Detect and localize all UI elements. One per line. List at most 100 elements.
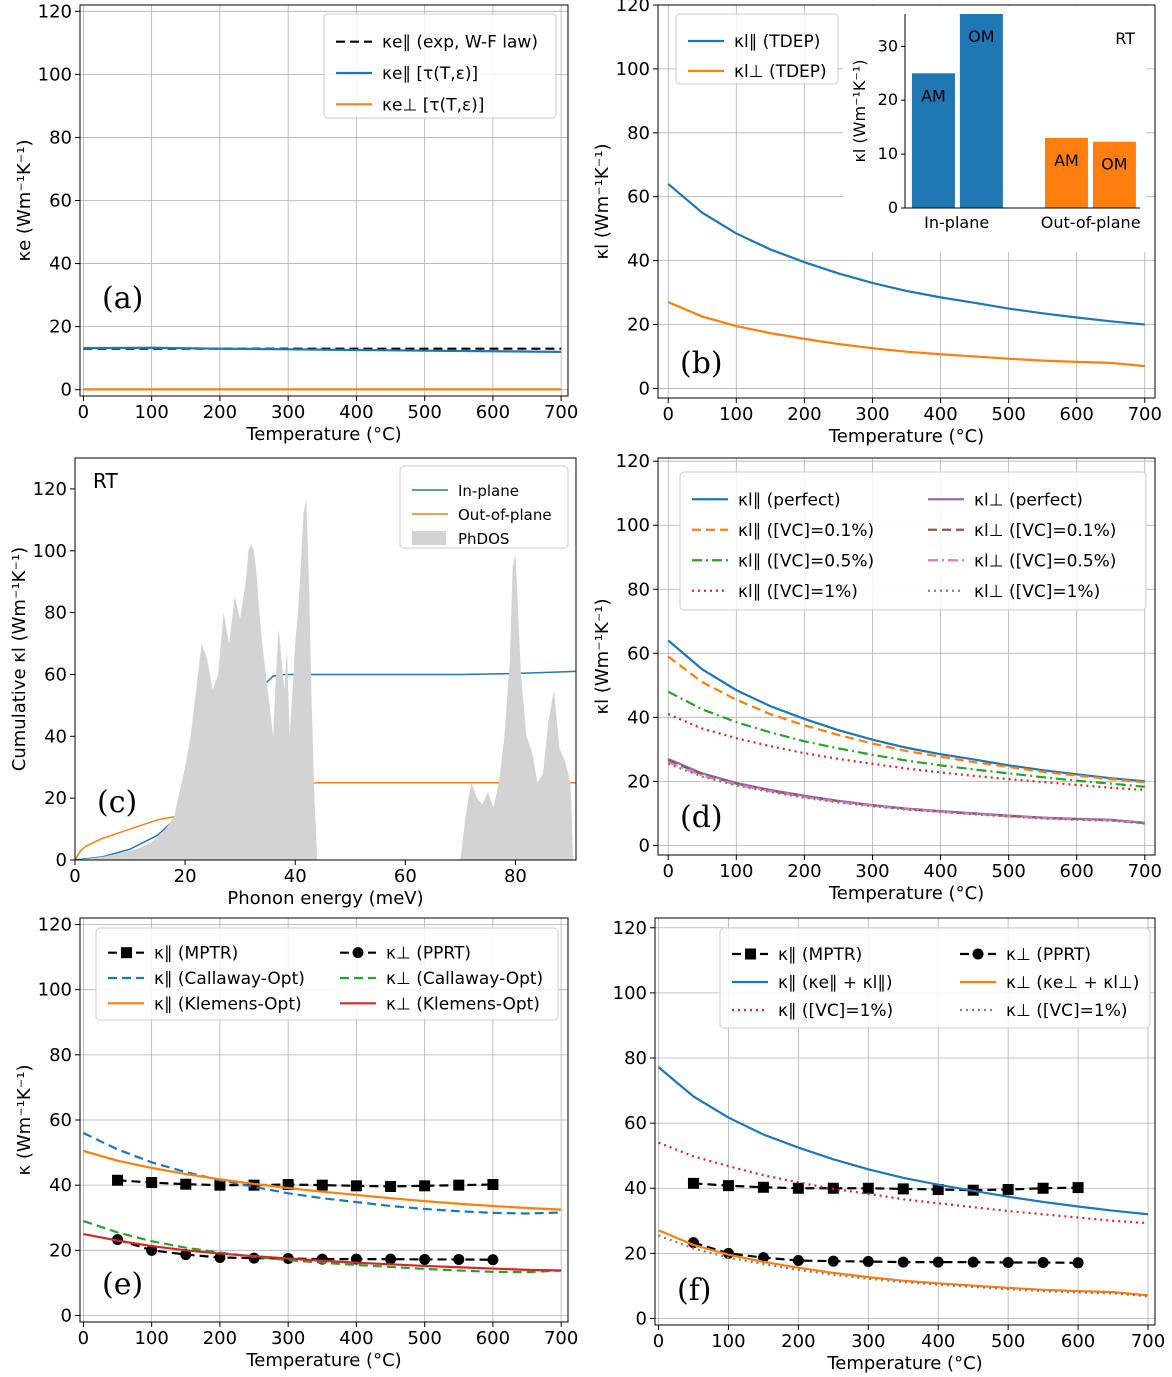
y-tick-label: 40 xyxy=(49,1175,72,1196)
x-tick-label: 100 xyxy=(134,402,168,423)
point-f-0 xyxy=(687,1177,699,1189)
x-tick-label: 500 xyxy=(407,1328,441,1349)
series-f-2-line xyxy=(658,1141,1149,1225)
series-f-5-line xyxy=(658,1234,1149,1298)
panel-label: (a) xyxy=(102,281,143,316)
point-f-0 xyxy=(722,1180,734,1192)
inset-y-tick-label: 10 xyxy=(878,144,898,163)
inset-bar xyxy=(959,14,1003,208)
legend-label: κe∥ [τ(T,ε)] xyxy=(382,64,478,84)
inset-y-axis-label: κl (Wm⁻¹K⁻¹) xyxy=(850,59,869,162)
inset-bar-label: OM xyxy=(1101,155,1127,174)
point-f-0 xyxy=(897,1183,909,1195)
inset-bar xyxy=(1092,141,1136,208)
panel-e: 0 100 200 300 400 500 600 700 0 20 40 60 80 100 120 Tem… xyxy=(14,915,578,1371)
plot-area-f xyxy=(657,1066,1149,1298)
point-e-3 xyxy=(180,1249,192,1261)
point-e-3 xyxy=(419,1253,431,1265)
y-tick-label: 100 xyxy=(38,64,72,85)
axes-frame-c xyxy=(74,457,577,861)
point-f-0 xyxy=(757,1181,769,1193)
y-tick-label: 120 xyxy=(38,1,72,22)
x-tick-label: 0 xyxy=(78,1328,89,1349)
point-e-3 xyxy=(248,1252,260,1264)
y-tick-label: 0 xyxy=(639,378,650,399)
y-tick-label: 120 xyxy=(38,915,72,936)
y-tick-label: 20 xyxy=(44,788,67,809)
y-axis-label: Cumulative κl (Wm⁻¹K⁻¹) xyxy=(9,547,30,771)
x-tick-label: 400 xyxy=(923,404,957,425)
legend-a: κe∥ (exp, W-F law) κe∥ [τ(T,ε)] κe⊥ [τ(T,ε… xyxy=(323,13,557,119)
series-a-1-line xyxy=(83,346,562,353)
y-tick-label: 20 xyxy=(624,1243,647,1264)
legend-label: κl⊥ (perfect) xyxy=(974,490,1083,510)
x-tick-label: 200 xyxy=(203,1328,237,1349)
point-f-3 xyxy=(1072,1257,1084,1269)
x-tick-label: 600 xyxy=(476,1328,510,1349)
legend-label: κl∥ (perfect) xyxy=(738,490,841,510)
x-tick-label: 100 xyxy=(719,861,753,882)
x-axis-label: Temperature (°C) xyxy=(828,426,984,447)
inset-category-label: In-plane xyxy=(924,213,989,232)
y-tick-label: 100 xyxy=(616,515,650,536)
series-f-4-line xyxy=(658,1229,1149,1297)
legend-label: κ⊥ ([VC]=1%) xyxy=(1006,1001,1127,1021)
legend-label: κ⊥ (Klemens-Opt) xyxy=(386,994,540,1014)
y-tick-label: 0 xyxy=(636,1308,647,1329)
inset-category-label: Out-of-plane xyxy=(1041,213,1141,232)
y-tick-label: 120 xyxy=(616,0,650,16)
x-tick-label: 500 xyxy=(991,1331,1025,1352)
legend-label: κ∥ (MPTR) xyxy=(778,945,862,965)
legend-box xyxy=(95,927,559,1021)
plot-area-e xyxy=(82,1132,562,1274)
plot-area-c xyxy=(75,498,576,860)
point-f-0 xyxy=(862,1182,874,1194)
point-e-3 xyxy=(385,1253,397,1265)
legend-label: κl⊥ (TDEP) xyxy=(734,62,827,82)
y-tick-label: 40 xyxy=(627,251,650,272)
axes-frame-d xyxy=(657,457,1156,856)
y-tick-label: 0 xyxy=(56,850,67,871)
y-tick-label: 80 xyxy=(49,127,72,148)
inset-bar-label: AM xyxy=(1054,151,1079,170)
y-axis-label: κl (Wm⁻¹K⁻¹) xyxy=(592,599,613,715)
x-tick-label: 80 xyxy=(504,866,527,887)
point-f-3 xyxy=(1037,1256,1049,1268)
axes-frame-f xyxy=(654,917,1156,1326)
inset-y-tick-label: 30 xyxy=(878,36,898,55)
x-tick-label: 700 xyxy=(544,1328,578,1349)
series-d-3-line xyxy=(667,713,1145,792)
panel-label: (c) xyxy=(97,785,137,820)
legend-box xyxy=(679,471,1147,611)
point-f-3 xyxy=(862,1256,874,1268)
x-tick-label: 600 xyxy=(1060,861,1094,882)
y-tick-label: 60 xyxy=(49,1110,72,1131)
y-tick-label: 80 xyxy=(44,603,67,624)
point-e-0 xyxy=(180,1178,192,1190)
axes-frame-b xyxy=(657,4,1156,399)
y-axis-label: κe (Wm⁻¹K⁻¹) xyxy=(14,139,35,261)
series-f-0-line xyxy=(693,1182,1079,1192)
legend-swatch xyxy=(412,531,446,545)
panel-label: (f) xyxy=(677,1273,712,1308)
point-f-0 xyxy=(932,1184,944,1196)
x-tick-label: 20 xyxy=(174,866,197,887)
legend-label: κl⊥ ([VC]=0.5%) xyxy=(974,551,1116,571)
x-tick-label: 400 xyxy=(339,1328,373,1349)
point-f-0 xyxy=(792,1182,804,1194)
series-f-1-line xyxy=(657,1066,1149,1216)
legend-label: In-plane xyxy=(458,482,519,500)
y-tick-label: 100 xyxy=(33,541,67,562)
series-b-1-line xyxy=(667,301,1145,368)
x-tick-label: 0 xyxy=(662,404,673,425)
inset-y-tick-label: 0 xyxy=(888,198,898,217)
plot-area-b xyxy=(667,183,1145,368)
x-axis-label: Temperature (°C) xyxy=(828,883,984,904)
y-tick-label: 60 xyxy=(44,664,67,685)
inset-bar-label: OM xyxy=(968,27,994,46)
series-d-7-line xyxy=(667,762,1145,825)
point-e-0 xyxy=(419,1180,431,1192)
panel-b: 0 100 200 300 400 500 600 700020406080100120Tem… xyxy=(592,0,1162,447)
annotation-rt: RT xyxy=(93,469,118,493)
y-tick-label: 0 xyxy=(639,835,650,856)
